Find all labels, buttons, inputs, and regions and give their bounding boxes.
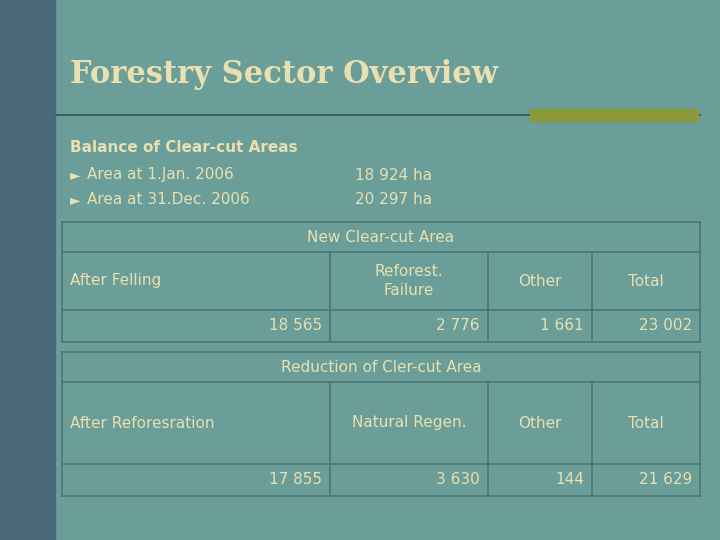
Bar <box>0 0 55 540</box>
Text: 2 776: 2 776 <box>436 319 480 334</box>
Text: Total: Total <box>628 273 664 288</box>
Text: 18 924 ha: 18 924 ha <box>355 167 432 183</box>
Text: 18 565: 18 565 <box>269 319 322 334</box>
Text: ►: ► <box>70 168 81 182</box>
Text: Area at 31.Dec. 2006: Area at 31.Dec. 2006 <box>87 192 250 207</box>
Text: New Clear-cut Area: New Clear-cut Area <box>307 230 454 245</box>
Text: 1 661: 1 661 <box>541 319 584 334</box>
Text: 23 002: 23 002 <box>639 319 692 334</box>
Text: ►: ► <box>70 193 81 207</box>
Text: 17 855: 17 855 <box>269 472 322 488</box>
Text: Total: Total <box>628 415 664 430</box>
Bar <box>530 109 698 121</box>
Text: 21 629: 21 629 <box>639 472 692 488</box>
Text: Forestry Sector Overview: Forestry Sector Overview <box>70 59 498 91</box>
Text: 3 630: 3 630 <box>436 472 480 488</box>
Text: Other: Other <box>518 415 562 430</box>
Text: Other: Other <box>518 273 562 288</box>
Text: 20 297 ha: 20 297 ha <box>355 192 432 207</box>
Text: Natural Regen.: Natural Regen. <box>352 415 467 430</box>
Text: Area at 1.Jan. 2006: Area at 1.Jan. 2006 <box>87 167 234 183</box>
Text: After Reforesration: After Reforesration <box>70 415 215 430</box>
Text: After Felling: After Felling <box>70 273 161 288</box>
Text: Reduction of Cler-cut Area: Reduction of Cler-cut Area <box>281 360 481 375</box>
Text: Balance of Clear-cut Areas: Balance of Clear-cut Areas <box>70 140 297 156</box>
Text: Reforest.
Failure: Reforest. Failure <box>374 264 444 298</box>
Text: 144: 144 <box>555 472 584 488</box>
